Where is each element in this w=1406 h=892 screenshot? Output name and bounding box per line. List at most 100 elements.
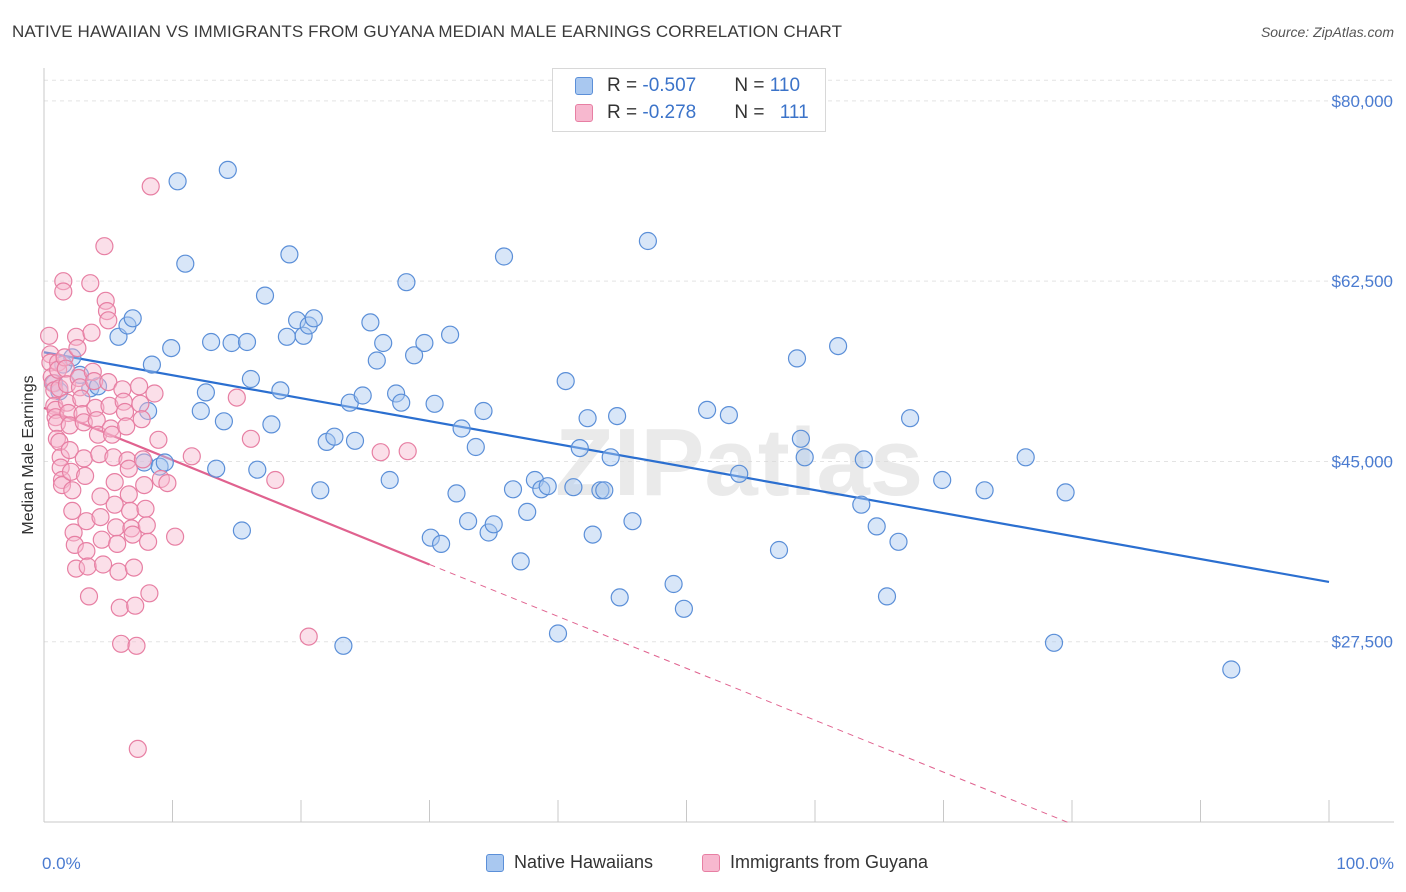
native-hawaiian-point [405, 346, 424, 365]
native-hawaiian-point [415, 333, 434, 353]
native-hawaiian-point [325, 427, 344, 446]
guyana-point [99, 311, 118, 330]
guyana-point [137, 516, 156, 535]
native-hawaiian-point [933, 470, 952, 490]
native-hawaiian-point [196, 383, 215, 402]
native-hawaiian-point [248, 460, 267, 479]
guyana-point [135, 476, 154, 495]
data-points [39, 160, 1241, 759]
guyana-point [72, 389, 91, 408]
native-hawaiian-point [123, 309, 142, 328]
trend-lines [43, 351, 1330, 825]
native-hawaiian-point [191, 401, 210, 421]
guyana-point [60, 416, 79, 435]
native-hawaiian-point [889, 532, 908, 551]
guyana-point [149, 430, 168, 449]
native-hawaiian-point [63, 348, 82, 367]
native-hawaiian-point [447, 484, 466, 503]
native-hawaiian-point [564, 478, 583, 497]
guyana-point [227, 388, 246, 407]
native-hawaiian-point [367, 351, 386, 370]
pink-swatch [575, 104, 593, 122]
guyana-point [266, 470, 285, 490]
guyana-point [182, 447, 201, 466]
native-hawaiian-point [425, 394, 444, 413]
y-tick-label: $62,500 [1332, 272, 1393, 291]
legend-r-value: -0.507 [642, 75, 697, 96]
native-hawaiian-point [374, 333, 393, 353]
native-hawaiian-point [262, 415, 281, 434]
bottom-legend-native-hawaiians: Native Hawaiians [486, 852, 653, 873]
y-tick-label: $80,000 [1332, 92, 1393, 111]
native-hawaiian-point [484, 515, 503, 534]
native-hawaiian-point [556, 372, 575, 391]
native-hawaiian-point [280, 245, 299, 264]
guyana-point [60, 441, 79, 460]
native-hawaiian-point [828, 337, 848, 356]
guyana-point [108, 534, 127, 554]
legend-row-blue: R = -0.507 N = 110 [575, 75, 800, 97]
guyana-point [66, 559, 86, 578]
guyana-point [110, 598, 129, 617]
native-hawaiian-point [570, 439, 589, 458]
native-hawaiian-point [459, 512, 478, 531]
guyana-point [132, 410, 151, 429]
guyana-point [123, 525, 142, 544]
guyana-point [140, 584, 159, 603]
native-hawaiian-point [432, 534, 451, 554]
guyana-point [117, 417, 136, 436]
native-hawaiian-point [214, 412, 233, 431]
bottom-legend-label: Native Hawaiians [514, 852, 654, 872]
guyana-point [139, 532, 158, 551]
guyana-point [97, 302, 117, 321]
guyana-point [133, 450, 152, 469]
native-hawaiian-point [277, 327, 296, 346]
native-hawaiian-point [241, 369, 260, 389]
native-hawaiian-point [176, 254, 195, 273]
native-hawaiian-point [697, 400, 717, 419]
y-tick-label: $27,500 [1332, 633, 1393, 652]
guyana-point [83, 362, 102, 381]
guyana-trend [43, 406, 430, 566]
axes [43, 68, 1394, 823]
native-hawaiian-point [595, 481, 614, 500]
native-hawaiian-point [578, 409, 597, 428]
native-hawaiian-point [380, 470, 399, 490]
guyana-point [136, 499, 155, 518]
native-hawaiian-point [162, 339, 181, 358]
guyana-point [47, 429, 67, 448]
native-hawaiian-point [664, 574, 683, 594]
guyana-point [75, 466, 95, 485]
guyana-point [91, 487, 110, 506]
guyana-point [68, 339, 87, 358]
guyana-point [122, 519, 141, 538]
native-hawaiian-point [421, 528, 440, 547]
stats-legend: R = -0.507 N = 110 R = -0.278 N = 111 [552, 68, 826, 132]
native-hawaiian-point [452, 419, 471, 438]
native-hawaiian-point [601, 448, 620, 467]
pink-swatch [702, 853, 720, 872]
axis-labels: $27,500 $45,000 $62,500 $80,000 0.0% 100.0% Me… [20, 92, 1394, 873]
native-hawaiian-point [1056, 483, 1075, 502]
guyana-point [158, 474, 177, 493]
guyana-point [54, 282, 73, 301]
native-hawaiian-point [361, 313, 380, 332]
bottom-legend-guyana: Immigrants from Guyana [702, 852, 928, 873]
native-hawaiian-point [538, 477, 557, 496]
legend-n-value: 111 [779, 102, 809, 123]
guyana-point [102, 425, 122, 444]
native-hawaiian-point [345, 431, 365, 450]
native-hawaiian-point [791, 429, 811, 448]
guyana-point [92, 530, 111, 549]
legend-r-label: R = [607, 102, 643, 123]
guyana-point [91, 507, 110, 527]
guyana-point [56, 359, 75, 378]
guyana-point [371, 443, 390, 462]
native-hawaiian-point [392, 393, 411, 412]
guyana-point [65, 535, 84, 555]
native-hawaiian-point [237, 332, 257, 352]
guyana-point [141, 177, 160, 196]
native-hawaiian-point [1016, 448, 1035, 467]
native-hawaiian-point [218, 160, 237, 179]
source-credit: Source: ZipAtlas.com [1260, 24, 1394, 40]
